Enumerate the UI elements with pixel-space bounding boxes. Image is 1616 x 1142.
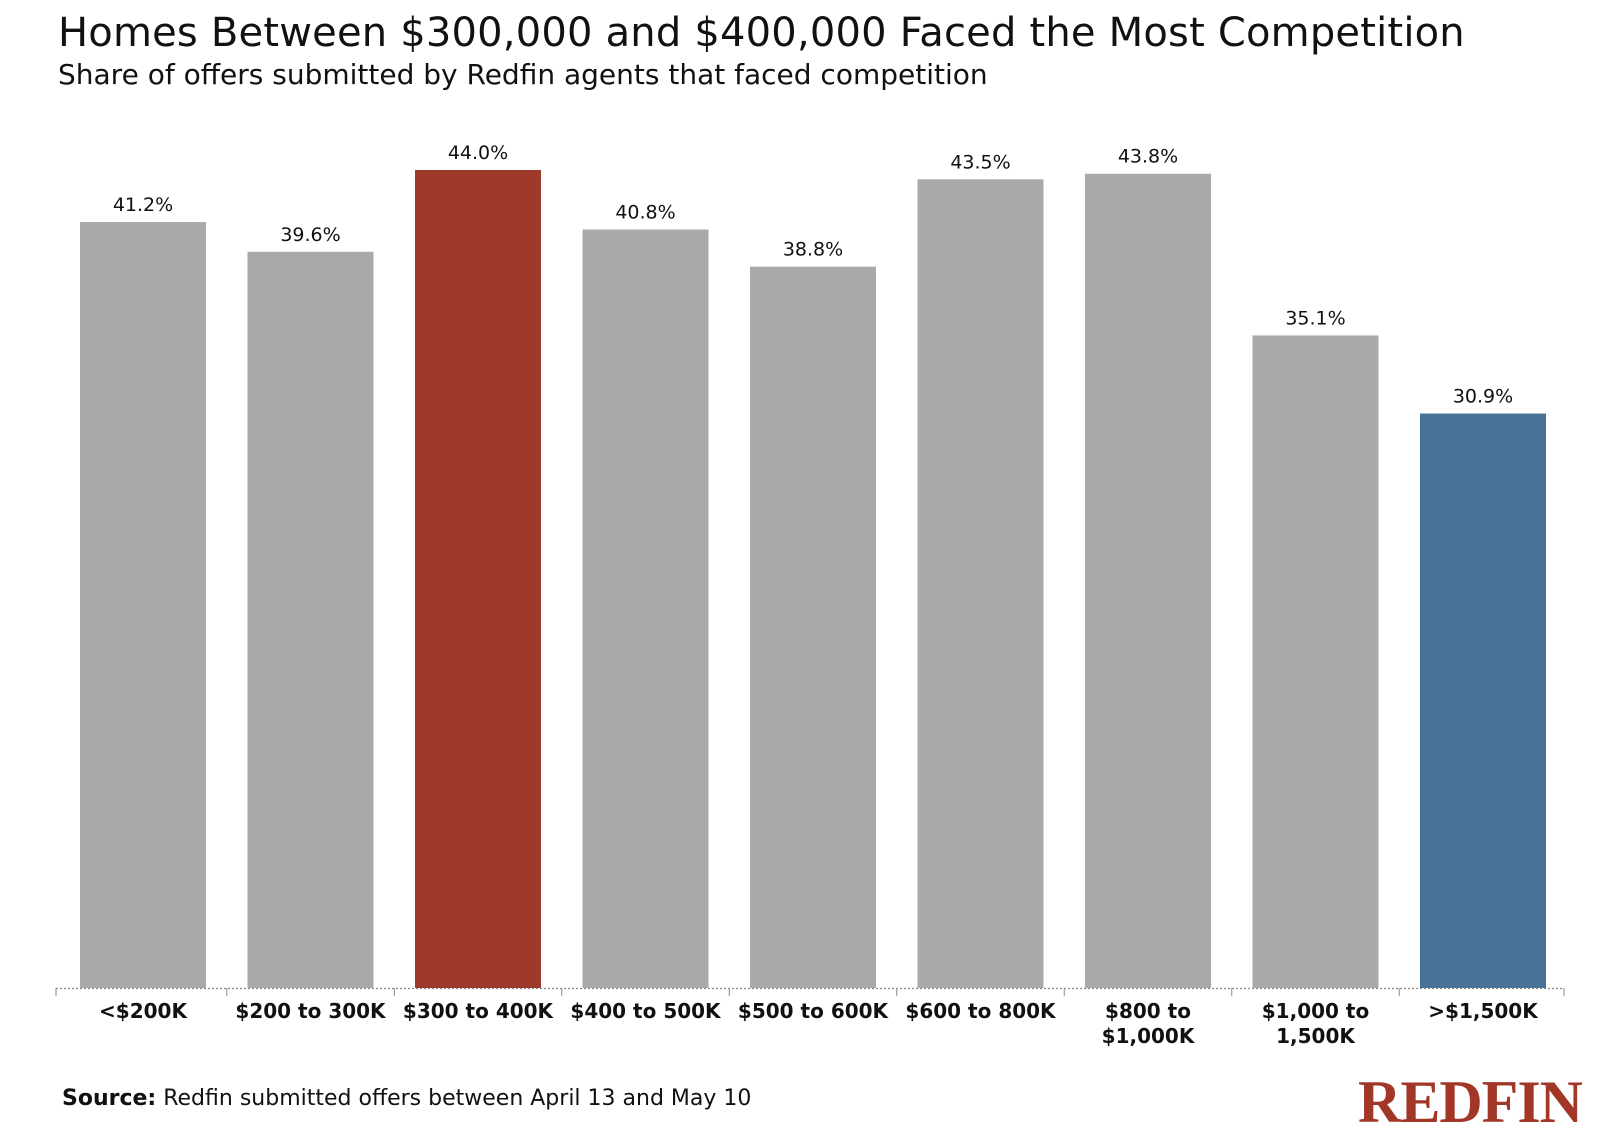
data-label-6: 43.8% [1118, 146, 1178, 168]
data-label-3: 40.8% [615, 201, 675, 223]
data-label-5: 43.5% [950, 151, 1010, 173]
bar-1 [247, 251, 374, 989]
data-label-8: 30.9% [1453, 386, 1513, 408]
data-label-7: 35.1% [1285, 307, 1345, 329]
x-tick-label-7: $1,000 to 1,500K [1262, 999, 1369, 1048]
x-tick-label-0: <$200K [99, 999, 188, 1023]
data-label-0: 41.2% [113, 194, 173, 216]
chart-subtitle: Share of offers submitted by Redfin agen… [58, 58, 988, 91]
source-text: Redfin submitted offers between April 13… [156, 1086, 752, 1111]
x-tick-label-2: $300 to 400K [403, 999, 555, 1023]
bar-4 [750, 266, 876, 988]
data-label-4: 38.8% [783, 239, 843, 261]
source-label: Source: [62, 1086, 157, 1111]
x-tick-label-8: >$1,500K [1428, 999, 1539, 1023]
bar-0 [80, 222, 206, 988]
x-tick-label-6: $800 to $1,000K [1102, 999, 1196, 1048]
data-label-2: 44.0% [448, 142, 508, 164]
data-label-1: 39.6% [280, 224, 340, 246]
bar-5 [917, 179, 1044, 988]
bar-6 [1085, 173, 1211, 988]
bar-8 [1420, 413, 1546, 989]
bar-2 [415, 170, 541, 988]
x-tick-label-5: $600 to 800K [905, 999, 1057, 1023]
x-tick-label-3: $400 to 500K [570, 999, 722, 1023]
chart-title: Homes Between $300,000 and $400,000 Face… [58, 10, 1465, 56]
x-tick-label-4: $500 to 600K [738, 999, 890, 1023]
redfin-logo: REDFIN [1358, 1069, 1583, 1135]
bar-7 [1252, 335, 1379, 988]
source-note: Source: Redfin submitted offers between … [62, 1086, 751, 1111]
x-tick-label-1: $200 to 300K [235, 999, 387, 1023]
bar-3 [582, 229, 709, 988]
